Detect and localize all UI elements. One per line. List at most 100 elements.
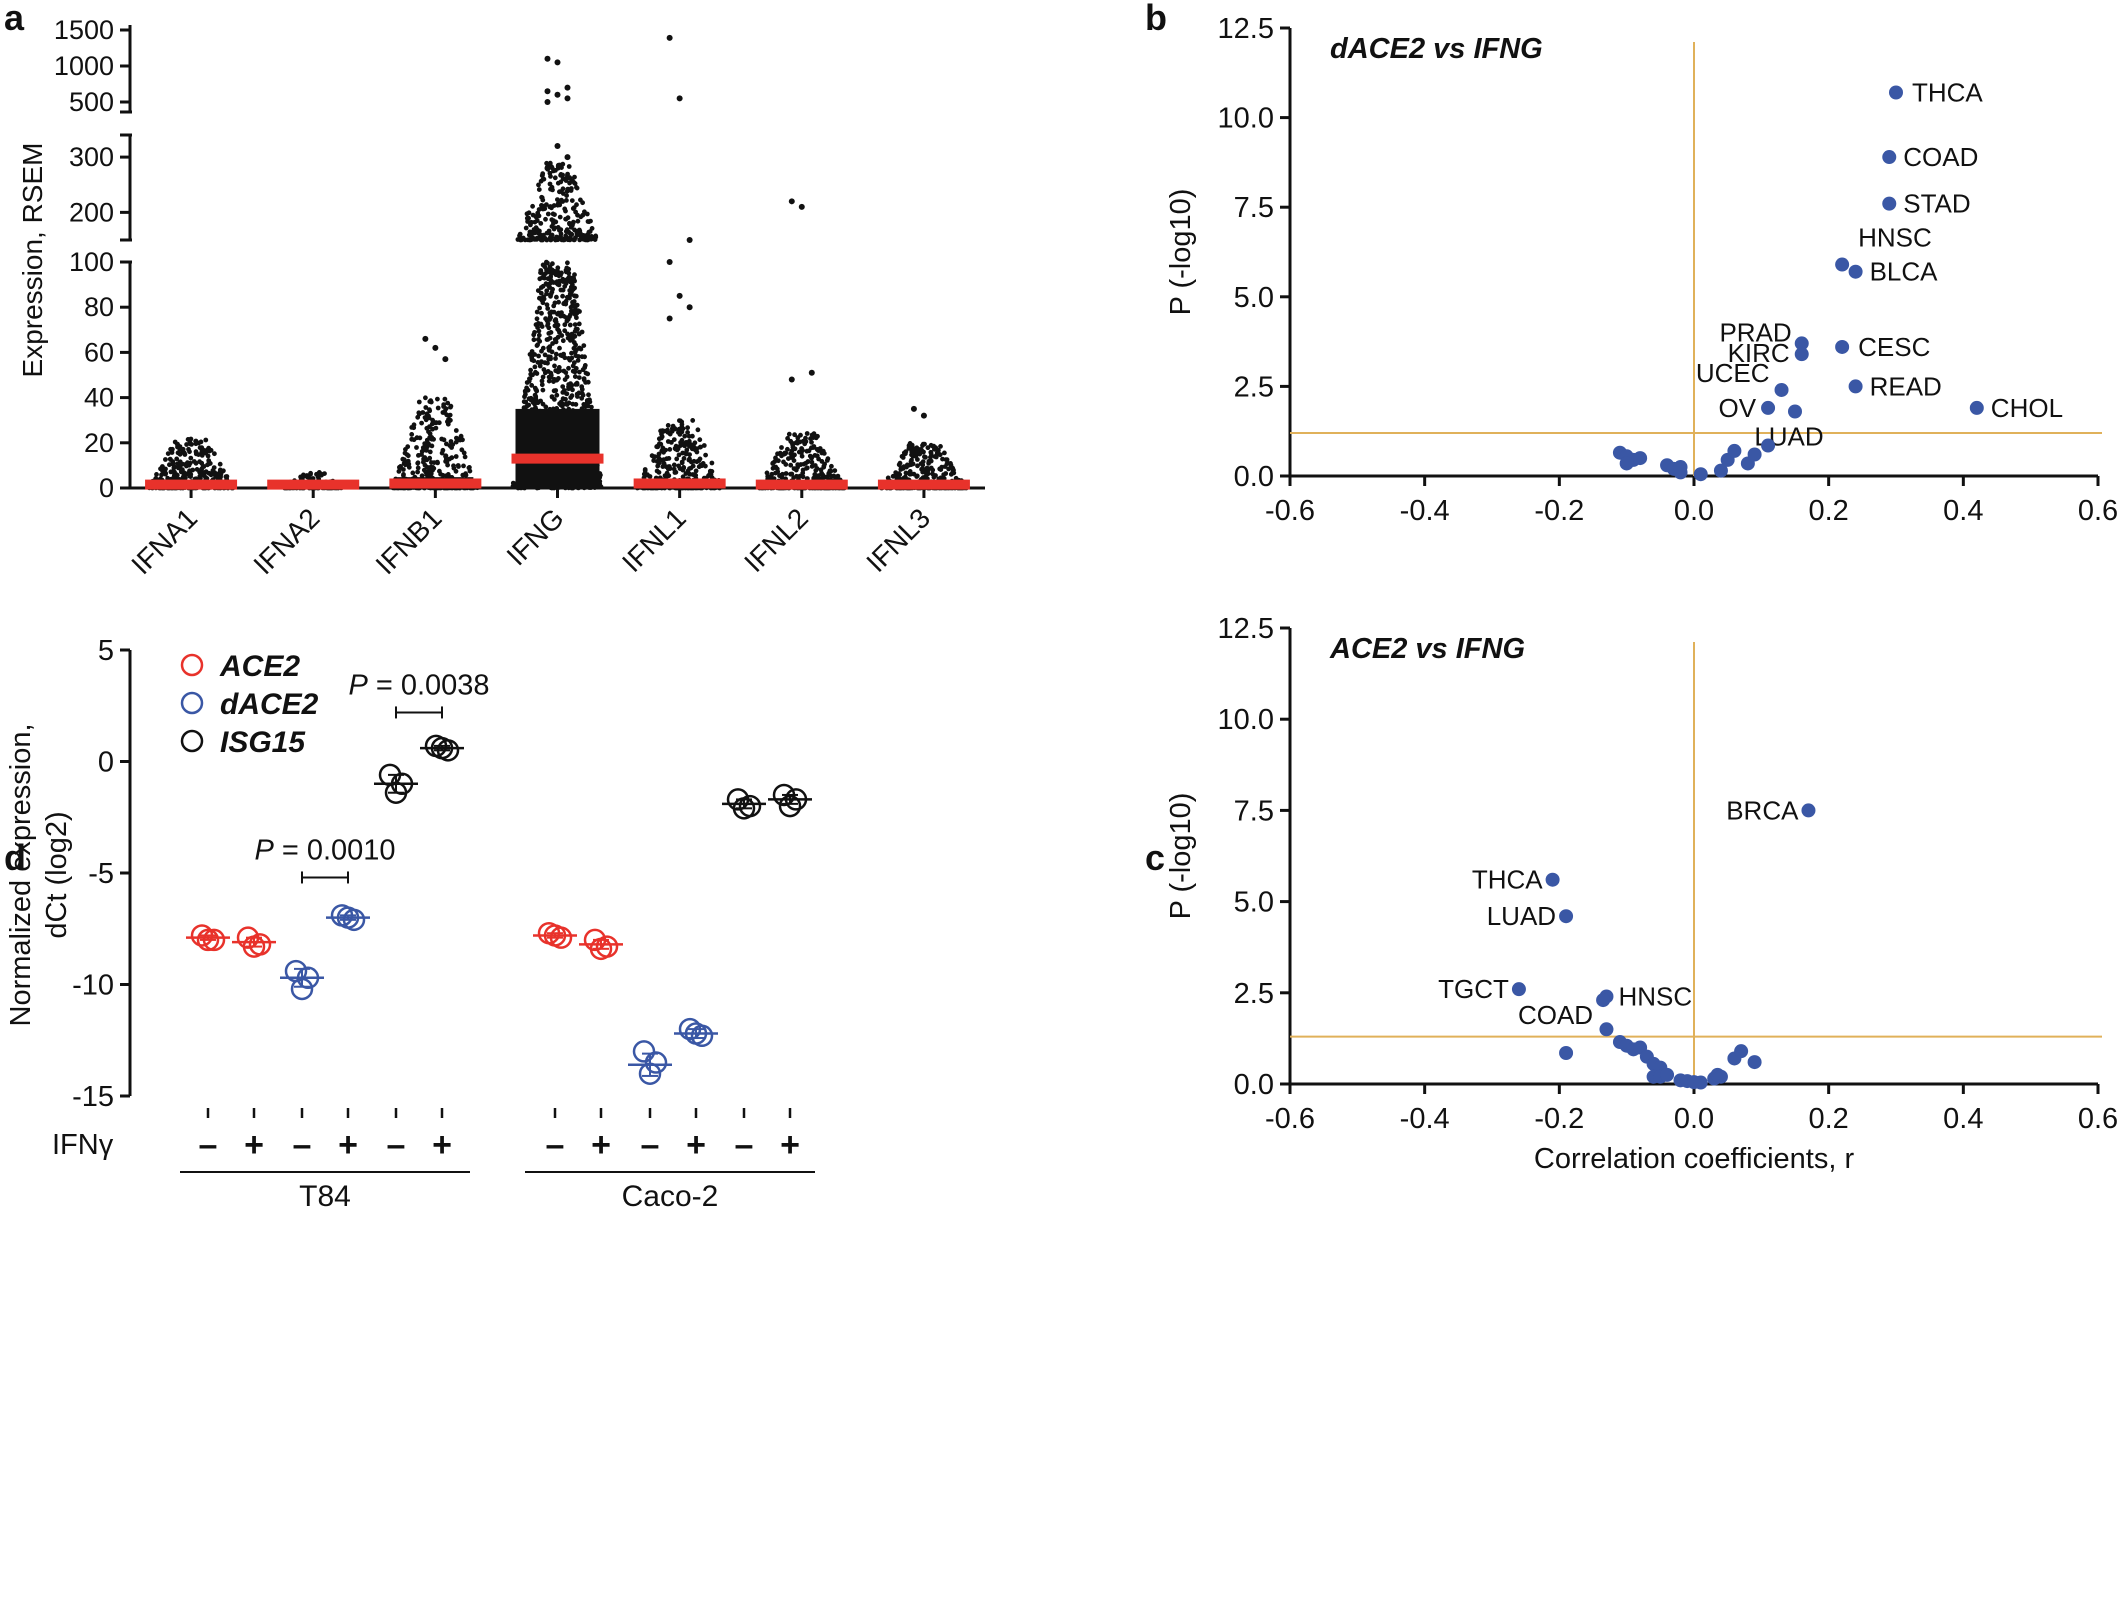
- x-tick-label: 0.2: [1809, 495, 1849, 527]
- median-bar: [145, 479, 238, 490]
- ifng-sign: +: [780, 1126, 800, 1164]
- median-bar: [511, 453, 604, 464]
- y-tick-label: -10: [72, 970, 114, 1002]
- category-label: IFNL2: [738, 502, 814, 578]
- panel-a-expression-strip-plot: 0 20 40 60 80 100 200 300 500 1000 1500 Expression,…: [17, 15, 985, 580]
- data-point: [1559, 1045, 1574, 1060]
- data-point: [1713, 463, 1728, 478]
- outlier-point: [788, 376, 795, 383]
- ifng-sign: –: [199, 1126, 218, 1164]
- cell-line-label: Caco-2: [622, 1180, 719, 1213]
- cell-line-label: T84: [299, 1180, 351, 1213]
- point-label: THCA: [1912, 78, 1983, 108]
- point-label: READ: [1870, 371, 1942, 401]
- data-point: [1747, 1055, 1762, 1070]
- data-point-cloud: [757, 431, 847, 491]
- y-tick-label: 1000: [54, 51, 114, 81]
- data-point: [1848, 264, 1863, 279]
- ifng-sign: –: [641, 1126, 660, 1164]
- y-tick-label: 0: [99, 473, 114, 503]
- panel-letter-b: b: [1145, 0, 1167, 38]
- data-point: [1545, 872, 1560, 887]
- outlier-point: [676, 95, 683, 102]
- y-tick-label: 12.5: [1218, 613, 1274, 645]
- y-tick-label: 60: [84, 337, 114, 367]
- y-tick-label: 5.0: [1234, 282, 1274, 314]
- outlier-point: [564, 154, 571, 161]
- x-tick-label: -0.6: [1265, 1103, 1315, 1135]
- data-point: [1889, 85, 1903, 100]
- point-label: PRAD: [1719, 317, 1791, 347]
- outlier-point: [432, 344, 439, 351]
- panel-b-dace2-volcano: 0.0 2.5 5.0 7.5 10.0 12.5 -0.6 -0.4 -0.2 0.0 0.2 0.…: [1165, 13, 2118, 527]
- ifng-sign: +: [244, 1126, 264, 1164]
- data-point: [1734, 1044, 1749, 1059]
- y-axis-label: P (-log10): [1165, 793, 1197, 920]
- point-label: TGCT: [1438, 974, 1509, 1004]
- data-point: [1511, 982, 1526, 997]
- pvalue-label: P = 0.0010: [254, 834, 395, 866]
- pvalue-value: = 0.0010: [274, 834, 396, 866]
- x-tick-label: 0.4: [1943, 495, 1983, 527]
- category-label: IFNB1: [370, 502, 448, 580]
- outlier-point: [686, 237, 693, 243]
- y-axis-label-line1: Normalized expression,: [5, 723, 37, 1026]
- plot-title: ACE2 vs IFNG: [1329, 633, 1525, 665]
- outlier-point: [666, 315, 673, 322]
- x-tick-label: 0.6: [2078, 1103, 2118, 1135]
- y-tick-label: 20: [84, 428, 114, 458]
- data-point: [1713, 1069, 1728, 1084]
- replicate-point: [196, 928, 220, 952]
- x-tick-label: -0.4: [1400, 1103, 1450, 1135]
- y-tick-label: 2.5: [1234, 371, 1274, 403]
- median-bar: [389, 478, 482, 489]
- outlier-point: [554, 91, 561, 98]
- point-label: OV: [1718, 393, 1756, 423]
- point-label: KIRC: [1728, 338, 1790, 368]
- outlier-point: [798, 203, 805, 210]
- data-point: [1794, 336, 1809, 351]
- x-tick-label: 0.2: [1809, 1103, 1849, 1135]
- ifng-sign: +: [338, 1126, 358, 1164]
- data-point: [1559, 909, 1574, 924]
- point-label: UCEC: [1696, 358, 1770, 388]
- data-point: [1747, 447, 1762, 462]
- replicate-point: [632, 1040, 656, 1063]
- data-point-cloud: [146, 436, 236, 491]
- category-label: IFNL1: [616, 502, 692, 578]
- data-point: [1801, 803, 1816, 818]
- data-point: [1969, 400, 1984, 415]
- category-label: IFNL3: [860, 502, 936, 578]
- legend-label: dACE2: [220, 688, 319, 721]
- category-label: IFNA1: [125, 502, 203, 580]
- median-bar: [267, 479, 360, 490]
- data-point: [1774, 382, 1789, 397]
- outlier-point: [808, 369, 815, 376]
- point-label: CHOL: [1991, 393, 2063, 423]
- y-tick-label: 200: [69, 197, 114, 227]
- outlier-point: [554, 143, 561, 150]
- y-tick-label: 12.5: [1218, 13, 1274, 45]
- data-point: [1788, 404, 1802, 419]
- point-label: BLCA: [1870, 257, 1939, 287]
- outlier-point: [910, 405, 917, 412]
- category-label: IFNG: [501, 502, 570, 571]
- data-point: [1660, 1067, 1675, 1082]
- point-label: LUAD: [1487, 901, 1556, 931]
- data-point: [1673, 465, 1688, 480]
- data-point: [1882, 150, 1897, 165]
- replicate-point: [589, 937, 613, 961]
- y-tick-label: -5: [88, 858, 114, 890]
- y-axis-label: Expression, RSEM: [17, 143, 48, 378]
- x-tick-label: 0.4: [1943, 1103, 1983, 1135]
- y-tick-label: 5: [98, 635, 114, 667]
- x-tick-label: 0.0: [1674, 1103, 1714, 1135]
- point-label: COAD: [1518, 1000, 1593, 1030]
- y-tick-label: 10.0: [1218, 704, 1274, 736]
- data-point: [1761, 438, 1776, 453]
- data-point: [1693, 467, 1708, 482]
- ifng-sign: +: [591, 1126, 611, 1164]
- pvalue-value: = 0.0038: [368, 669, 490, 701]
- data-point: [1794, 347, 1809, 362]
- outlier-point: [544, 88, 551, 95]
